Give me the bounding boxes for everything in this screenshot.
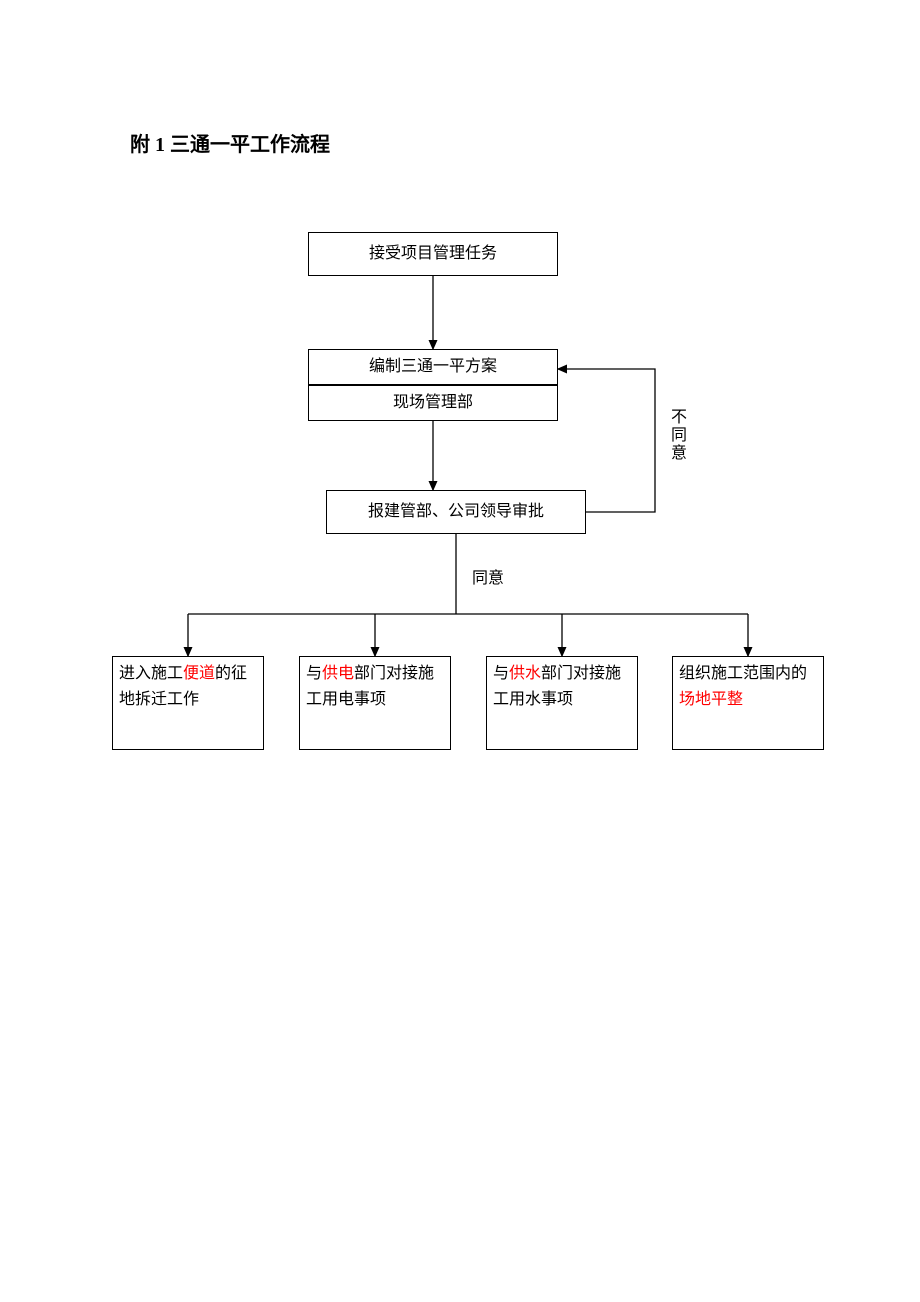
- flow-node-n2b: 现场管理部: [308, 385, 558, 421]
- flow-node-b1: 进入施工便道的征地拆迁工作: [112, 656, 264, 750]
- flow-node-b3: 与供水部门对接施工用水事项: [486, 656, 638, 750]
- flow-node-b4: 组织施工范围内的场地平整: [672, 656, 824, 750]
- flow-node-n3: 报建管部、公司领导审批: [326, 490, 586, 534]
- flow-label-0: 同意: [472, 564, 504, 588]
- flow-label-1: 不同意: [664, 408, 688, 462]
- flow-node-n2a: 编制三通一平方案: [308, 349, 558, 385]
- flowchart-edges: [0, 0, 920, 1302]
- flow-node-b2: 与供电部门对接施工用电事项: [299, 656, 451, 750]
- page-title: 附 1 三通一平工作流程: [130, 128, 330, 157]
- flow-node-n1: 接受项目管理任务: [308, 232, 558, 276]
